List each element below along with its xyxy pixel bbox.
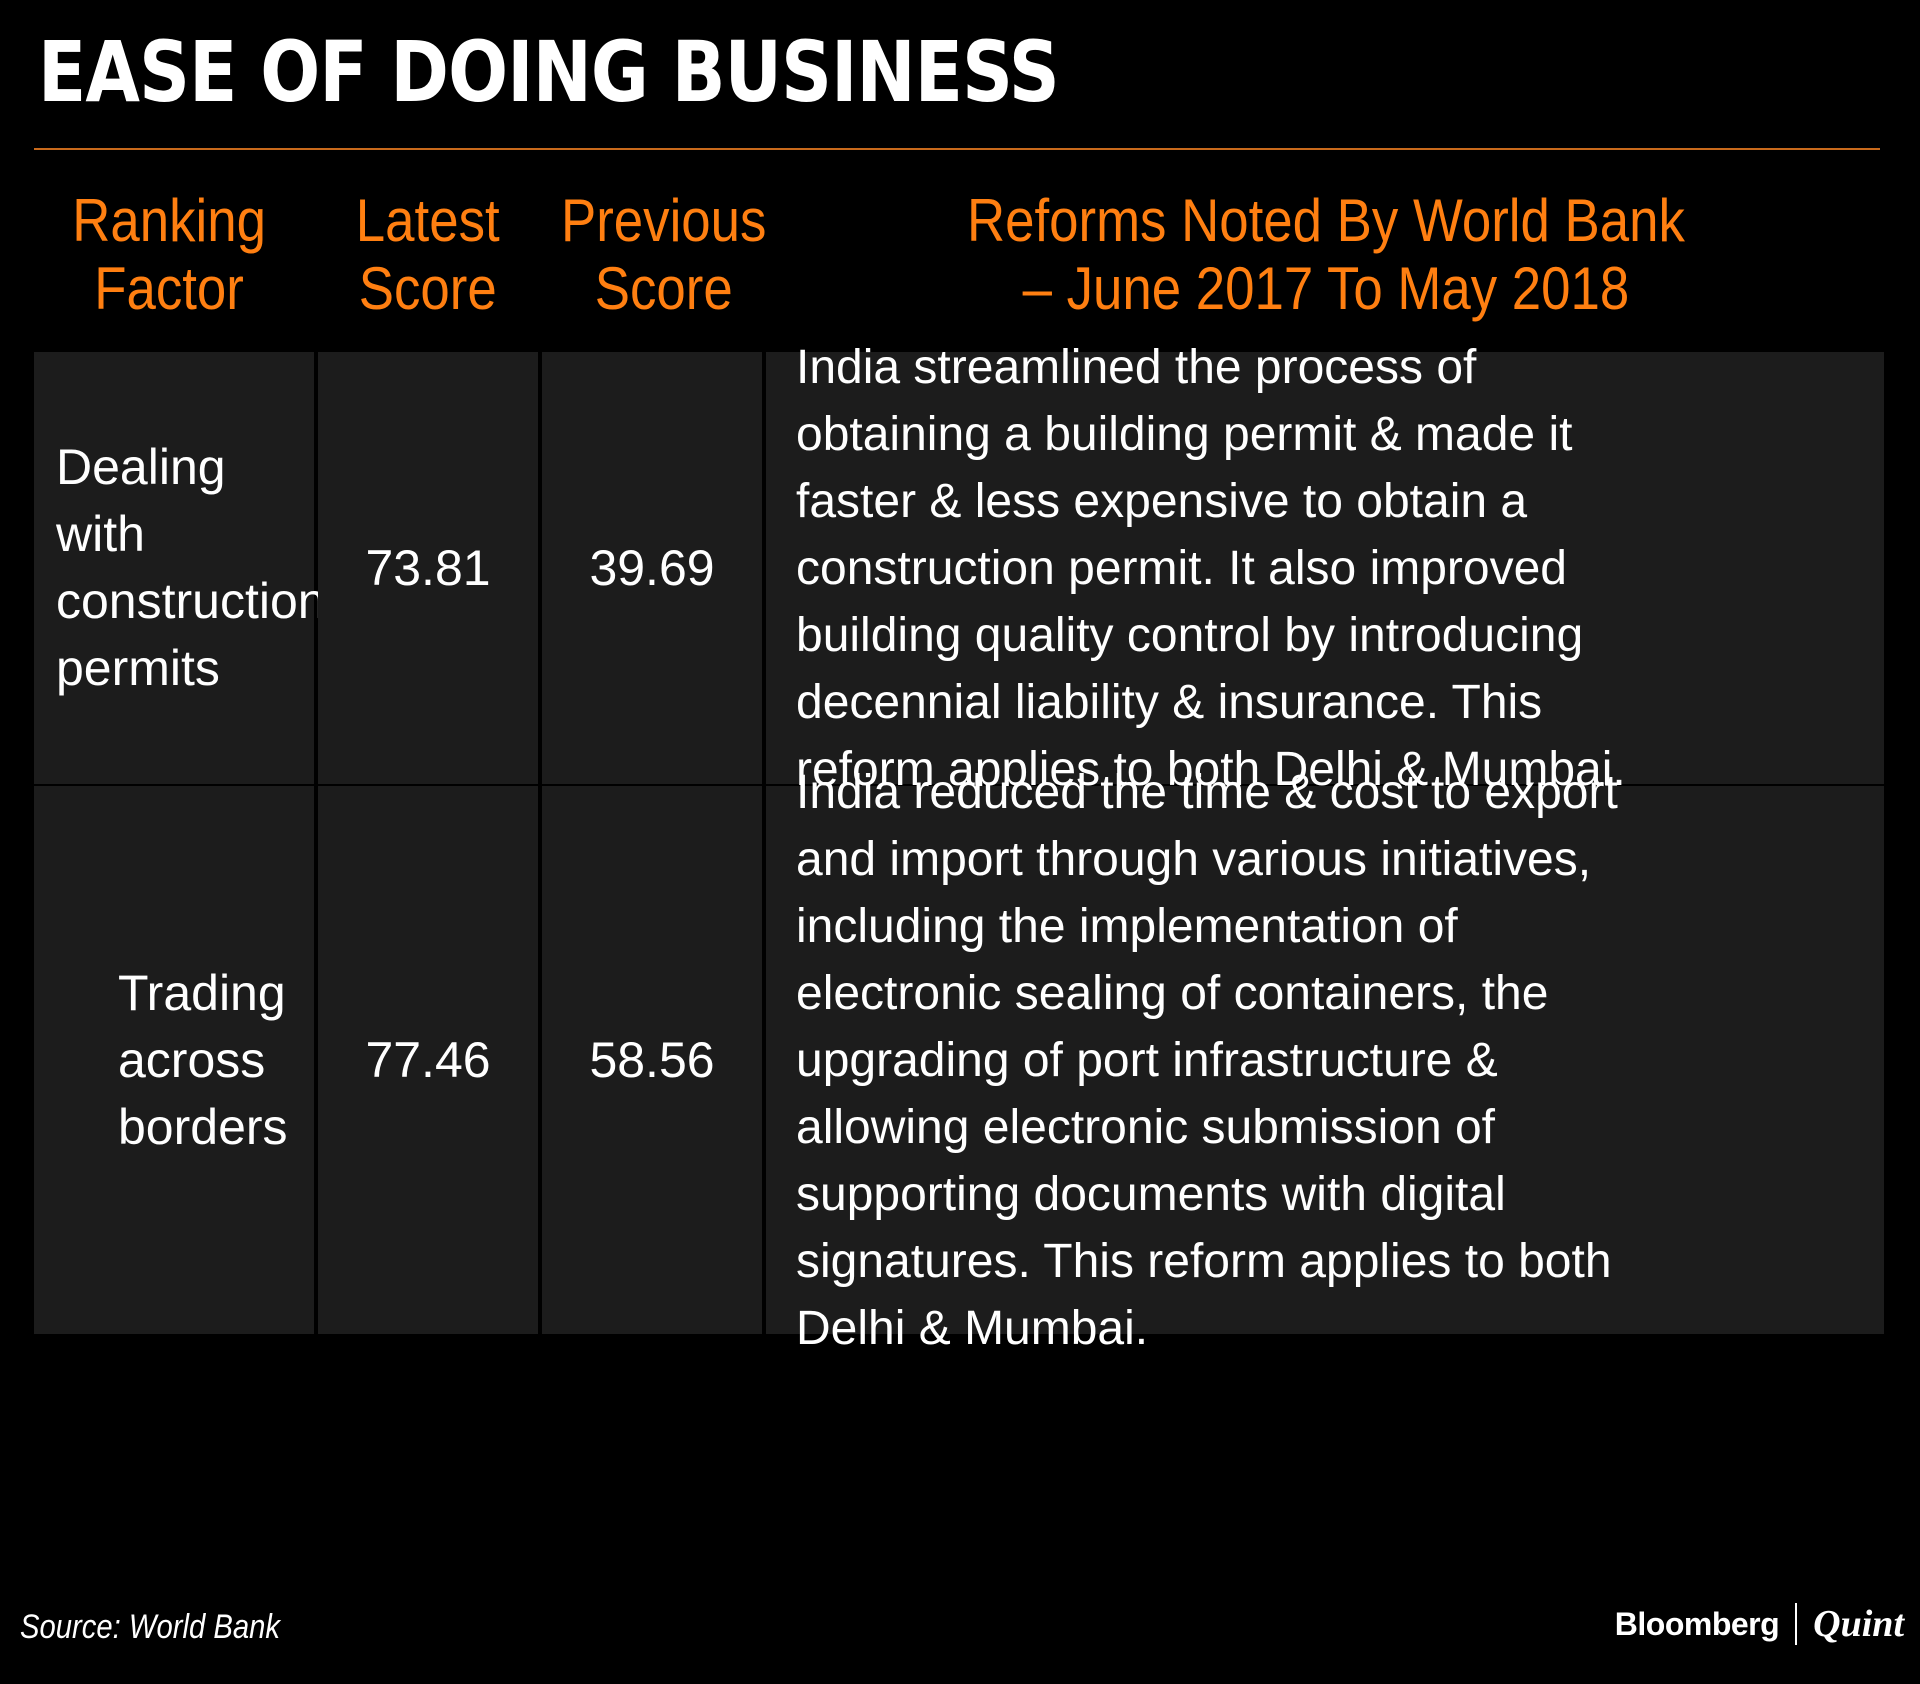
brand-quint: Quint [1813, 1603, 1904, 1645]
previous-score-cell: 58.56 [542, 786, 762, 1334]
latest-score-cell: 77.46 [318, 786, 538, 1334]
header-reforms: Reforms Noted By World Bank – June 2017 T… [776, 170, 1876, 340]
table-row: Trading across borders 77.46 58.56 India r… [34, 766, 1884, 1355]
header-text: Previous Score [561, 187, 767, 322]
header-latest-score: Latest Score [328, 170, 528, 340]
factor-cell: Dealing with construction permits [34, 352, 326, 784]
title-divider [34, 148, 1880, 150]
previous-score-cell: 39.69 [542, 352, 762, 784]
brand-logo: Bloomberg Quint [1615, 1600, 1904, 1648]
source-note: Source: World Bank [20, 1608, 281, 1646]
page-title: EASE OF DOING BUSINESS [38, 23, 1060, 121]
table-body: Dealing with construction permits 73.81 39… [34, 341, 1884, 1556]
header-previous-score: Previous Score [552, 170, 776, 340]
latest-score-cell: 73.81 [318, 352, 538, 784]
brand-bloomberg: Bloomberg [1614, 1605, 1780, 1642]
reform-cell: India streamlined the process of obtainin… [766, 341, 1884, 796]
factor-cell: Trading across borders [34, 786, 314, 1334]
table-header: Ranking Factor Latest Score Previous Score … [34, 170, 1884, 340]
header-text: Reforms Noted By World Bank – June 2017 T… [967, 187, 1685, 322]
header-ranking-factor: Ranking Factor [34, 170, 304, 340]
factor-label: Trading across borders [118, 964, 288, 1155]
header-text: Ranking Factor [72, 187, 266, 322]
reform-cell: India reduced the time & cost to export a… [766, 766, 1884, 1355]
brand-separator [1795, 1603, 1798, 1645]
reform-text: India reduced the time & cost to export a… [796, 765, 1618, 1355]
table-row: Dealing with construction permits 73.81 39… [34, 341, 1884, 796]
reform-text: India streamlined the process of obtainin… [796, 340, 1626, 796]
factor-label: Dealing with construction permits [56, 439, 326, 696]
header-text: Latest Score [356, 187, 500, 322]
